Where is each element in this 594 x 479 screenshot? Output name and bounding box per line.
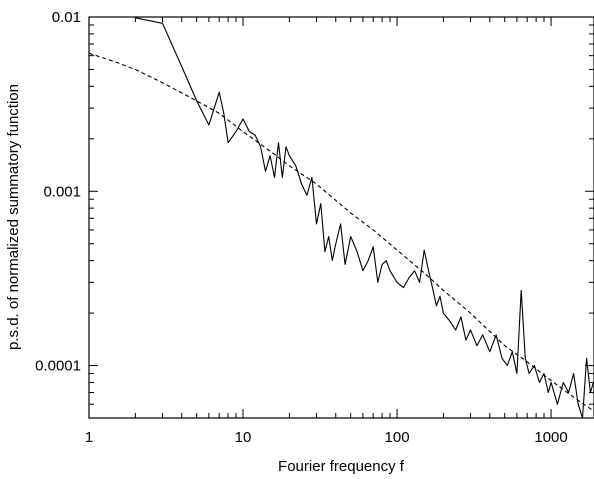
x-tick-label: 1000 bbox=[534, 429, 567, 446]
fit-curve-dashed bbox=[88, 52, 594, 412]
plot-frame bbox=[88, 16, 594, 419]
y-tick-label: 0.001 bbox=[43, 183, 81, 200]
y-tick-label: 0.0001 bbox=[35, 358, 81, 375]
y-tick-label: 0.01 bbox=[52, 9, 81, 26]
x-axis-ticks: 1 10 100 1000 bbox=[85, 17, 568, 446]
x-tick-label: 1 bbox=[85, 429, 93, 446]
psd-series-line bbox=[135, 17, 594, 419]
y-axis-title: p.s.d. of normalized summatory function bbox=[5, 84, 22, 350]
x-axis-title: Fourier frequency f bbox=[278, 458, 405, 475]
series-layer bbox=[88, 17, 594, 419]
x-tick-label: 10 bbox=[235, 429, 252, 446]
x-tick-label: 100 bbox=[385, 429, 410, 446]
y-axis-ticks: 0.01 0.001 0.0001 bbox=[35, 9, 594, 419]
